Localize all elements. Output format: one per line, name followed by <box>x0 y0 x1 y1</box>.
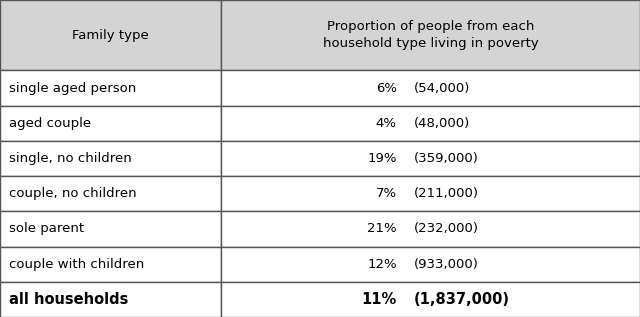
Bar <box>221 141 640 176</box>
Text: 11%: 11% <box>362 292 397 307</box>
Text: (1,837,000): (1,837,000) <box>413 292 509 307</box>
Text: (211,000): (211,000) <box>413 187 479 200</box>
Bar <box>221 70 640 106</box>
Text: all households: all households <box>9 292 128 307</box>
Bar <box>0 211 221 247</box>
Bar <box>0 0 221 70</box>
Text: 19%: 19% <box>367 152 397 165</box>
Bar <box>0 70 221 106</box>
Text: 12%: 12% <box>367 258 397 271</box>
Text: sole parent: sole parent <box>9 223 84 236</box>
Text: 4%: 4% <box>376 117 397 130</box>
Bar <box>221 247 640 282</box>
Text: (933,000): (933,000) <box>413 258 479 271</box>
Text: Family type: Family type <box>72 29 148 42</box>
Bar <box>221 211 640 247</box>
Text: couple with children: couple with children <box>9 258 144 271</box>
Text: (54,000): (54,000) <box>413 81 470 94</box>
Text: 6%: 6% <box>376 81 397 94</box>
Bar <box>0 106 221 141</box>
Bar <box>221 106 640 141</box>
Text: 21%: 21% <box>367 223 397 236</box>
Bar <box>0 247 221 282</box>
Bar <box>0 282 221 317</box>
Bar <box>0 141 221 176</box>
Text: single aged person: single aged person <box>9 81 136 94</box>
Text: couple, no children: couple, no children <box>9 187 136 200</box>
Text: (359,000): (359,000) <box>413 152 479 165</box>
Text: single, no children: single, no children <box>9 152 132 165</box>
Text: (232,000): (232,000) <box>413 223 479 236</box>
Bar <box>221 0 640 70</box>
Text: (48,000): (48,000) <box>413 117 470 130</box>
Text: 7%: 7% <box>376 187 397 200</box>
Bar <box>0 176 221 211</box>
Text: aged couple: aged couple <box>9 117 91 130</box>
Bar <box>221 282 640 317</box>
Bar <box>221 176 640 211</box>
Text: Proportion of people from each
household type living in poverty: Proportion of people from each household… <box>323 20 538 50</box>
